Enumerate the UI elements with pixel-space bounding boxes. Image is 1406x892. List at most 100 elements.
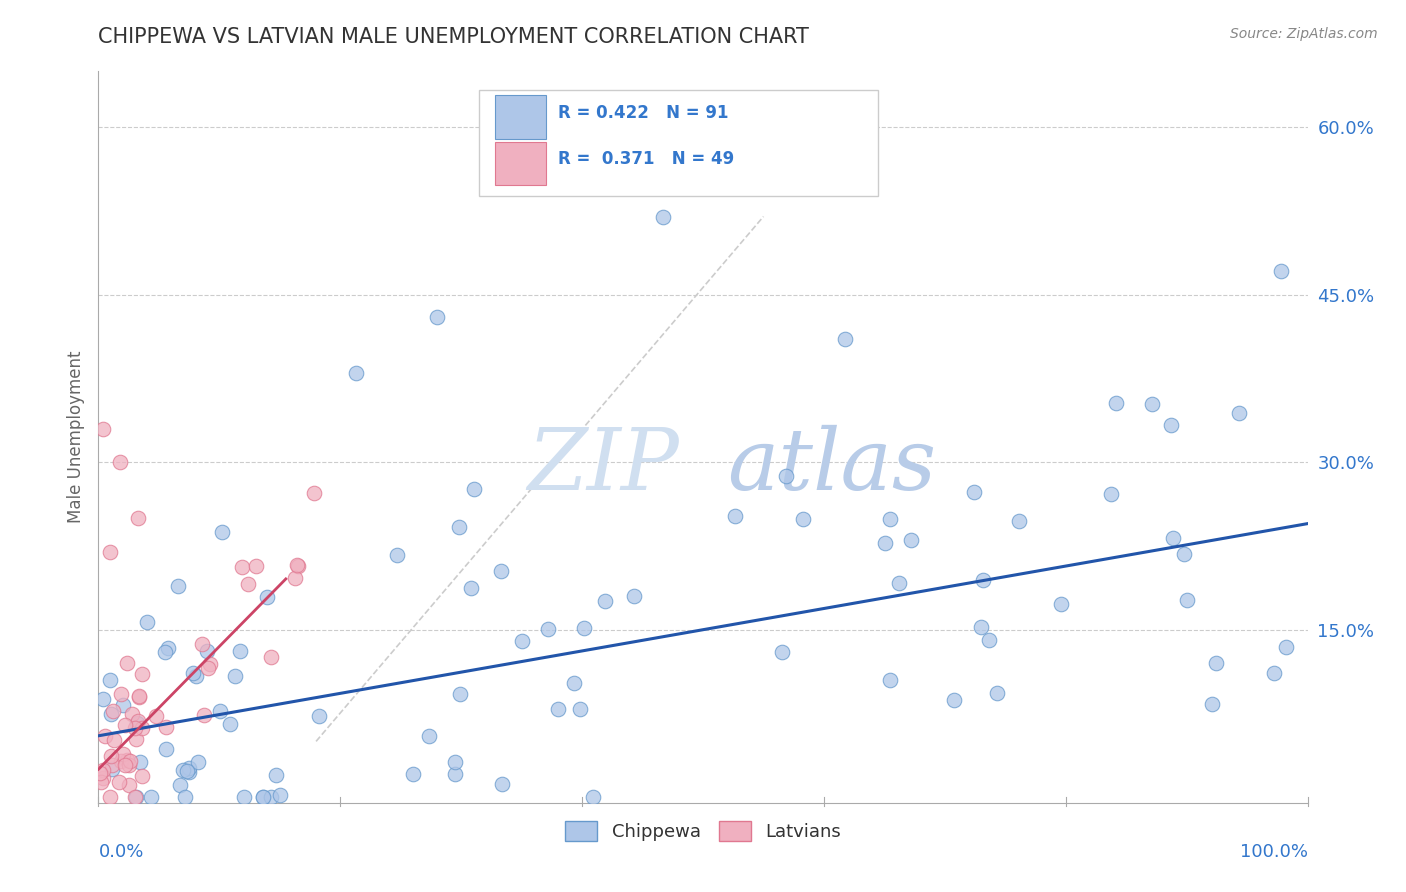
- Point: [127, 714, 149, 728]
- Point: [775, 468, 797, 483]
- Point: [100, 707, 122, 722]
- Point: [972, 574, 994, 588]
- Text: R =  0.371   N = 49: R = 0.371 N = 49: [558, 150, 734, 168]
- Point: [344, 366, 367, 380]
- Point: [1263, 665, 1285, 680]
- Point: [834, 332, 856, 346]
- Point: [187, 756, 209, 770]
- Point: [169, 778, 191, 792]
- Point: [1008, 514, 1031, 528]
- Point: [129, 755, 152, 769]
- Point: [90, 775, 112, 789]
- Point: [128, 690, 150, 705]
- Point: [889, 575, 911, 590]
- Point: [236, 577, 259, 591]
- Point: [107, 774, 129, 789]
- Point: [108, 455, 131, 469]
- Point: [198, 657, 221, 671]
- Point: [308, 709, 330, 723]
- Point: [970, 620, 993, 634]
- Legend: Chippewa, Latvians: Chippewa, Latvians: [557, 814, 849, 848]
- Point: [110, 754, 132, 768]
- Point: [1140, 397, 1163, 411]
- Point: [1160, 418, 1182, 433]
- Point: [229, 644, 252, 658]
- Point: [284, 571, 307, 585]
- Point: [724, 509, 747, 524]
- Point: [425, 310, 447, 324]
- Point: [124, 790, 146, 805]
- Point: [574, 621, 596, 635]
- Point: [131, 667, 153, 681]
- Point: [593, 593, 616, 607]
- Point: [491, 777, 513, 791]
- Point: [873, 536, 896, 550]
- Point: [174, 790, 197, 805]
- Point: [111, 698, 134, 713]
- Point: [110, 688, 132, 702]
- Point: [256, 590, 278, 604]
- Text: Source: ZipAtlas.com: Source: ZipAtlas.com: [1230, 27, 1378, 41]
- Point: [986, 686, 1008, 700]
- Point: [537, 622, 560, 636]
- Point: [252, 790, 274, 805]
- Point: [977, 632, 1000, 647]
- Point: [879, 673, 901, 687]
- Point: [155, 742, 177, 756]
- Point: [449, 688, 471, 702]
- Text: 100.0%: 100.0%: [1240, 843, 1308, 861]
- Point: [139, 790, 162, 805]
- Point: [623, 589, 645, 603]
- Point: [136, 615, 159, 629]
- Point: [156, 641, 179, 656]
- Point: [176, 764, 198, 778]
- Point: [124, 721, 146, 735]
- Point: [1163, 531, 1185, 545]
- Point: [117, 753, 139, 767]
- Point: [582, 790, 605, 805]
- Point: [463, 482, 485, 496]
- Point: [564, 676, 586, 690]
- Point: [269, 788, 291, 802]
- Point: [879, 512, 901, 526]
- Point: [260, 649, 283, 664]
- Point: [211, 525, 233, 540]
- Point: [285, 558, 308, 572]
- Point: [155, 720, 177, 734]
- Point: [447, 520, 470, 534]
- Point: [93, 771, 115, 785]
- Point: [115, 656, 138, 670]
- Point: [218, 717, 240, 731]
- Point: [114, 758, 136, 772]
- Point: [103, 733, 125, 747]
- Text: 0.0%: 0.0%: [98, 843, 143, 861]
- Point: [101, 757, 124, 772]
- FancyBboxPatch shape: [479, 90, 879, 195]
- Point: [128, 689, 150, 703]
- Point: [125, 732, 148, 747]
- Point: [942, 693, 965, 707]
- Point: [179, 764, 201, 779]
- Point: [418, 729, 440, 743]
- Point: [1099, 487, 1122, 501]
- Point: [1105, 395, 1128, 409]
- Point: [191, 637, 214, 651]
- Point: [224, 669, 246, 683]
- Point: [1229, 406, 1251, 420]
- Point: [94, 729, 117, 743]
- Point: [208, 704, 231, 718]
- Point: [184, 668, 207, 682]
- Point: [118, 778, 141, 792]
- Point: [444, 755, 467, 769]
- Point: [460, 581, 482, 595]
- Point: [1201, 698, 1223, 712]
- Point: [98, 790, 121, 805]
- Point: [302, 486, 325, 500]
- Text: R = 0.422   N = 91: R = 0.422 N = 91: [558, 104, 728, 122]
- Point: [510, 633, 533, 648]
- Point: [402, 766, 425, 780]
- Point: [91, 763, 114, 777]
- Point: [547, 702, 569, 716]
- Text: ZIP: ZIP: [527, 425, 679, 508]
- Point: [195, 643, 218, 657]
